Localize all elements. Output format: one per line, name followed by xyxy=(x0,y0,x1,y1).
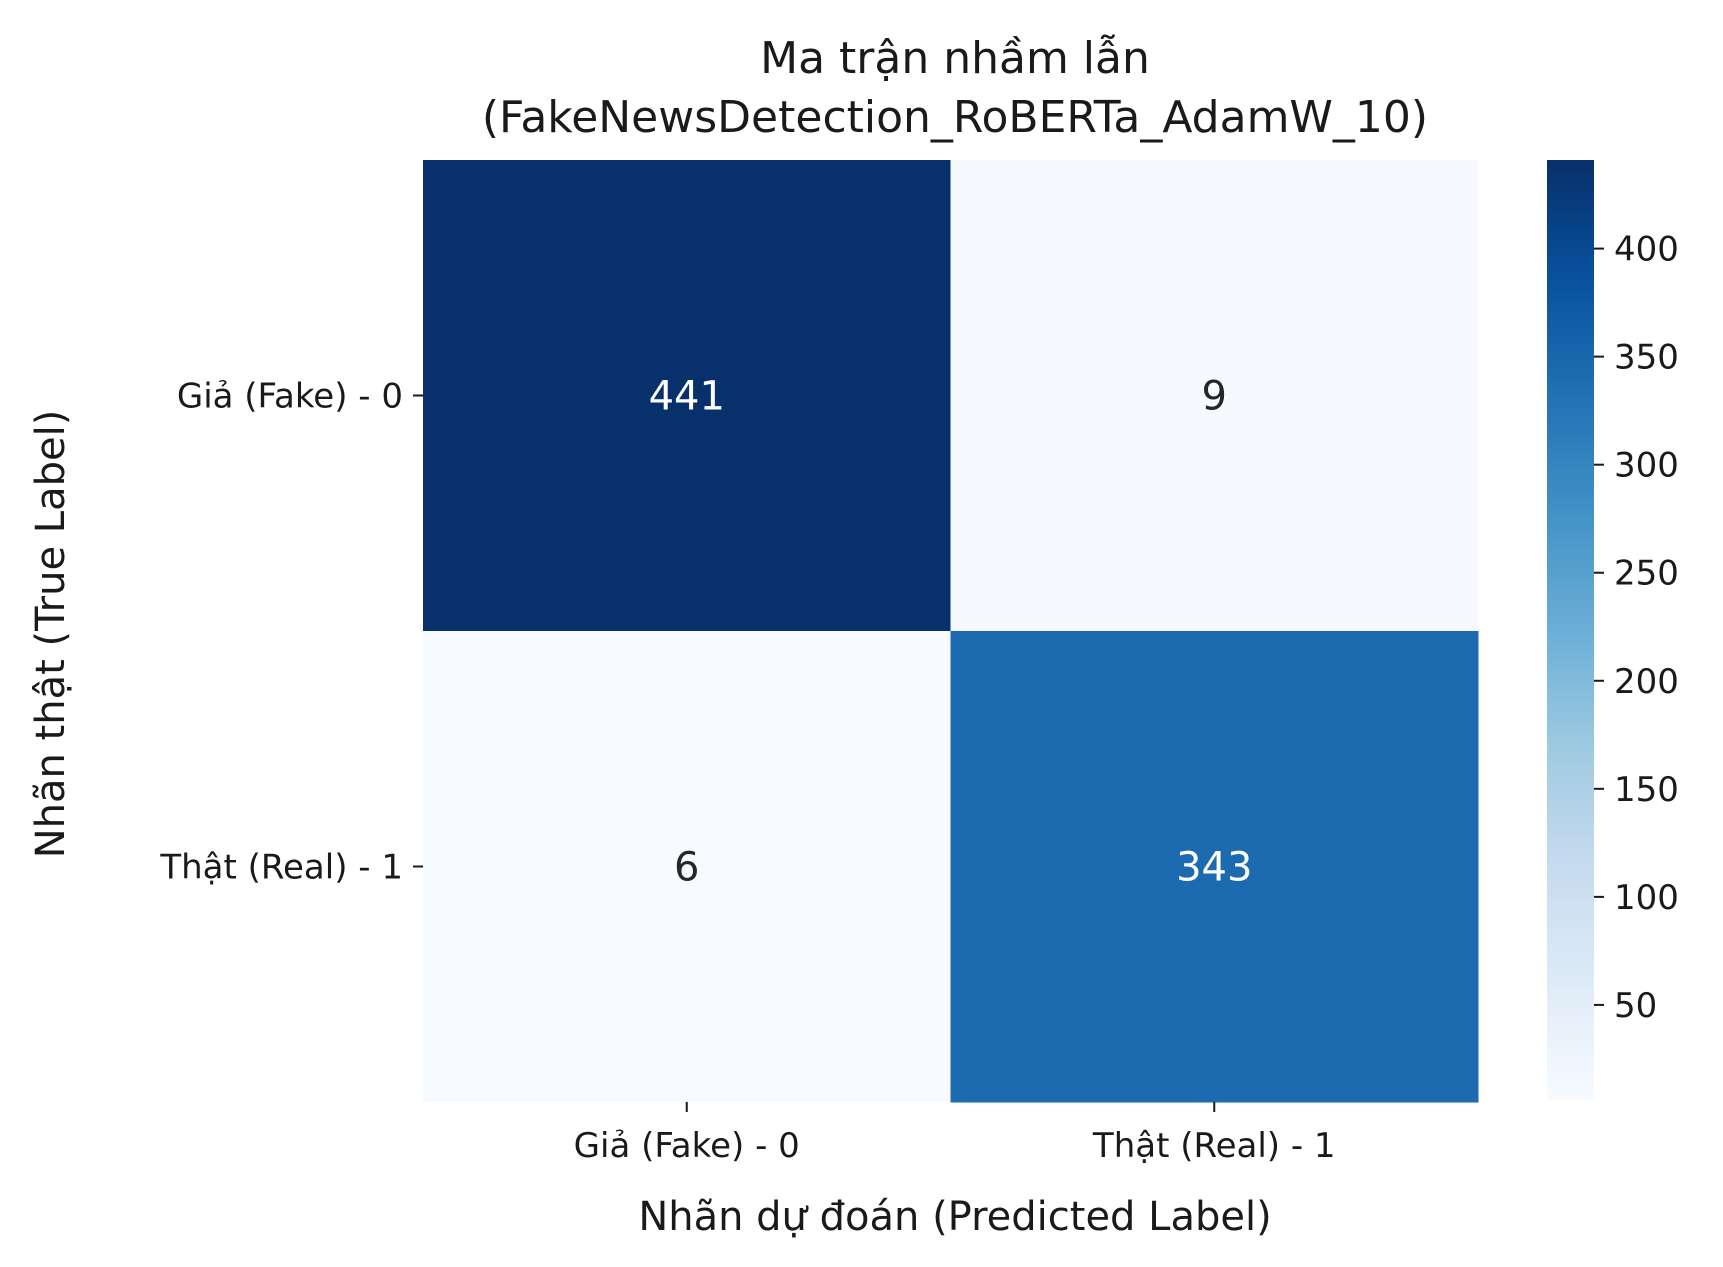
heatmap-cell-r1-c1 xyxy=(950,631,1479,1103)
colorbar-tick-label-5: 300 xyxy=(1614,446,1679,486)
cell-value-r1-c0: 6 xyxy=(674,845,699,891)
heatmap-cell-r0-c1 xyxy=(950,160,1479,632)
colorbar-tick-label-1: 100 xyxy=(1614,878,1679,918)
x-tick-label-0: Giả (Fake) - 0 xyxy=(574,1126,800,1166)
y-tick-label-1: Thật (Real) - 1 xyxy=(159,848,403,888)
y-axis-label: Nhãn thật (True Label) xyxy=(28,410,74,859)
x-axis-label: Nhãn dự đoán (Predicted Label) xyxy=(638,1194,1271,1240)
colorbar-tick-label-2: 150 xyxy=(1614,770,1679,810)
colorbar xyxy=(1547,160,1594,1100)
colorbar-ticks: 50 100 150 200 250 300 350 400 xyxy=(1594,230,1679,1026)
colorbar-tick-label-3: 200 xyxy=(1614,662,1679,702)
colorbar-tick-label-7: 400 xyxy=(1614,230,1679,270)
colorbar-tick-label-4: 250 xyxy=(1614,554,1679,594)
y-axis-ticks: Giả (Fake) - 0 Thật (Real) - 1 xyxy=(159,377,423,888)
y-tick-label-0: Giả (Fake) - 0 xyxy=(177,377,403,417)
chart-title-line2: (FakeNewsDetection_RoBERTa_AdamW_10) xyxy=(482,92,1428,143)
x-axis-ticks: Giả (Fake) - 0 Thật (Real) - 1 xyxy=(574,1102,1336,1166)
heatmap-cell-r0-c0 xyxy=(423,160,951,632)
x-tick-label-1: Thật (Real) - 1 xyxy=(1092,1126,1336,1166)
heatmap-cells: 441 9 6 343 xyxy=(423,160,1479,1103)
cell-value-r1-c1: 343 xyxy=(1176,845,1252,891)
colorbar-tick-label-0: 50 xyxy=(1614,986,1657,1026)
colorbar-tick-label-6: 350 xyxy=(1614,338,1679,378)
cell-value-r0-c1: 9 xyxy=(1202,374,1227,420)
chart-title-line1: Ma trận nhầm lẫn xyxy=(760,33,1150,84)
heatmap-cell-r1-c0 xyxy=(423,631,951,1103)
cell-value-r0-c0: 441 xyxy=(649,374,725,420)
